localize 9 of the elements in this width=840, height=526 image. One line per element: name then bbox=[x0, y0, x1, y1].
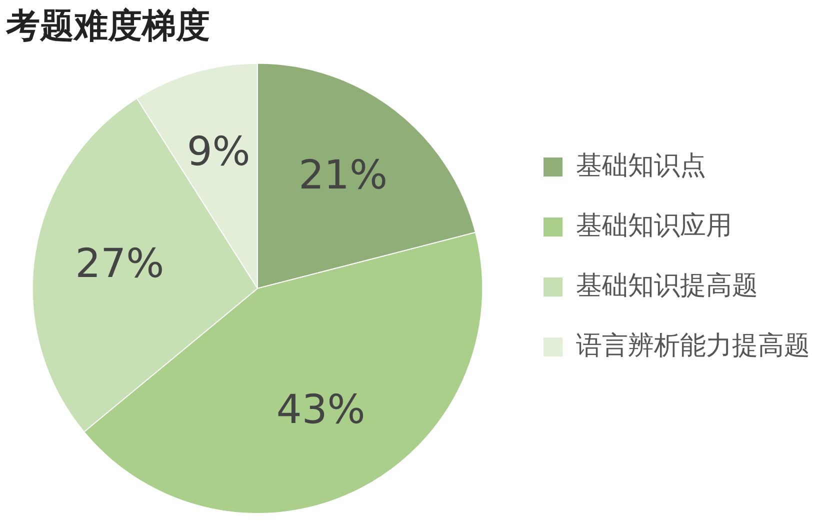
legend-label: 基础知识应用 bbox=[576, 210, 732, 241]
data-label: 9% bbox=[186, 128, 250, 175]
data-label: 27% bbox=[75, 240, 164, 287]
legend-label: 基础知识点 bbox=[576, 150, 706, 181]
legend-label: 基础知识提高题 bbox=[576, 270, 758, 301]
chart-title: 考题难度梯度 bbox=[5, 6, 210, 46]
legend-label: 语言辨析能力提高题 bbox=[576, 330, 810, 361]
data-label: 21% bbox=[298, 152, 388, 199]
data-label: 43% bbox=[276, 387, 366, 434]
